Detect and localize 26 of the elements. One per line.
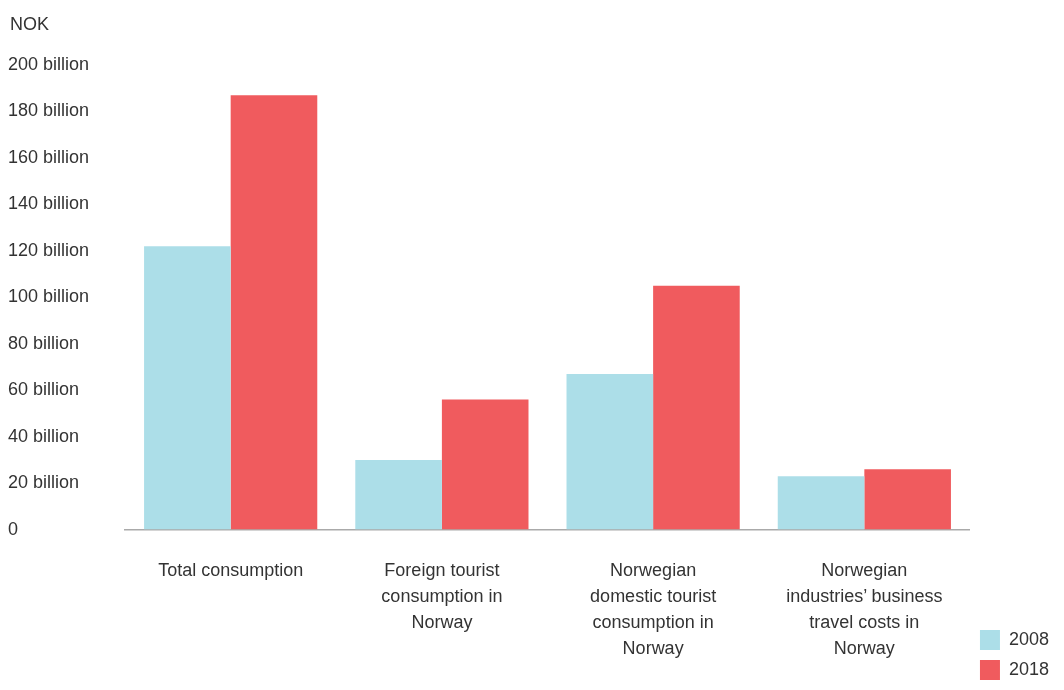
y-tick-label: 140 billion [8,193,90,214]
bar [777,476,865,530]
x-tick-label: Norwegian domestic tourist consumption in Norway [590,559,717,658]
y-tick-label: 60 billion [8,379,80,400]
y-tick-label: 180 billion [8,100,90,121]
y-tick-label: 40 billion [8,425,80,446]
y-tick-label: 80 billion [8,332,80,353]
legend-label: 2018 [1008,658,1049,679]
bar [355,459,442,530]
y-tick-label: 20 billion [8,472,80,493]
bar [653,285,740,530]
bar [144,246,231,530]
x-tick-label: Total consumption [158,559,304,580]
legend-label: 2008 [1008,628,1049,649]
y-axis-title: NOK [10,13,50,34]
x-tick-label: Norwegian industries’ business travel costs in Norway [786,559,943,658]
bar [864,469,951,530]
y-tick-label: 160 billion [8,146,90,167]
bar [566,373,654,530]
x-tick-label: Foreign tourist consumption in Norway [381,559,503,632]
y-tick-label: 200 billion [8,53,90,74]
bar [441,399,529,530]
y-tick-label: 120 billion [8,239,90,260]
bar [230,95,318,530]
y-tick-label: 0 [8,518,19,539]
y-tick-label: 100 billion [8,286,90,307]
